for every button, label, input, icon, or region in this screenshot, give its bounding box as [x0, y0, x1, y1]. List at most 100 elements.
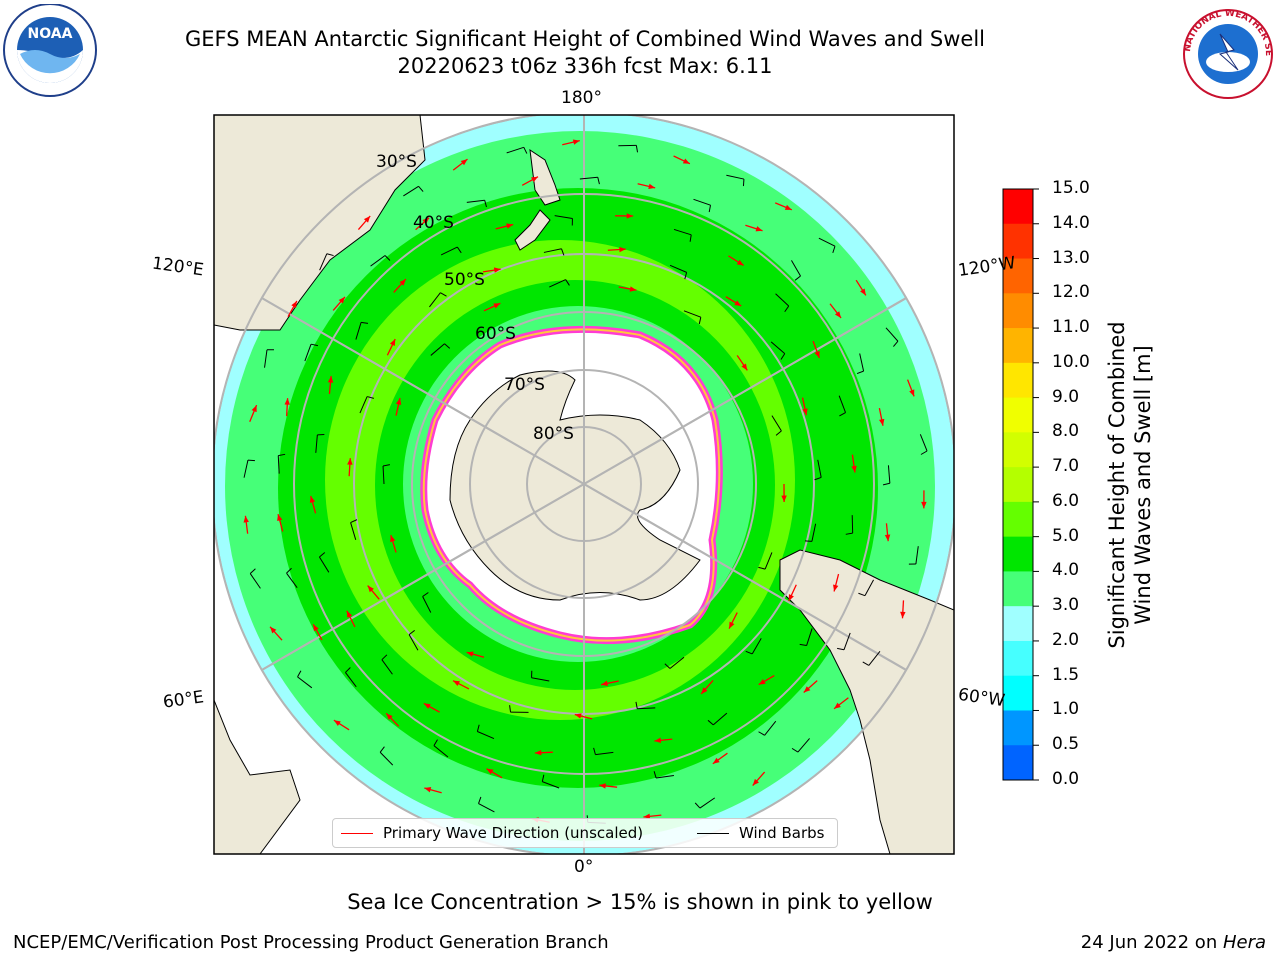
wind-barb-flag — [707, 719, 714, 726]
colorbar-tick-label: 1.0 — [1052, 699, 1080, 720]
wind-barb — [433, 745, 449, 758]
wave-arrow-head — [424, 787, 432, 793]
wave-arrow-head — [654, 737, 662, 744]
wind-barb — [381, 659, 393, 675]
wind-barb-flag — [345, 667, 351, 673]
wind-barb — [919, 434, 928, 452]
wind-barb-flag — [433, 739, 438, 746]
wave-arrow-head — [741, 363, 748, 371]
wind-barb — [345, 672, 357, 688]
lat-label-60s: 60°S — [475, 324, 516, 344]
wind-barb — [806, 628, 813, 646]
wind-barb-flag — [698, 317, 702, 325]
wind-barb — [542, 781, 560, 789]
legend-wave-swatch — [341, 833, 373, 834]
wind-barb-flag — [484, 200, 487, 208]
wind-barb — [286, 572, 298, 588]
wind-barb — [764, 720, 777, 736]
wind-barb-flag — [814, 476, 822, 481]
wave-arrow-head — [619, 246, 626, 253]
colorbar-tick-label: 3.0 — [1052, 595, 1080, 616]
wind-barb — [673, 228, 692, 236]
wave-arrow-head — [395, 398, 402, 405]
wave-arrow-head — [643, 813, 651, 820]
wave-arrow-head — [460, 159, 468, 166]
map-legend: Primary Wave Direction (unscaled) Wind B… — [332, 818, 838, 848]
wind-barb — [277, 455, 280, 474]
wave-arrow-head — [270, 626, 277, 634]
wind-barb — [531, 677, 550, 682]
colorbar-segment — [1003, 293, 1033, 329]
wave-arrow-head — [736, 259, 744, 266]
wind-barb-flag — [384, 255, 391, 261]
wave-arrow-head — [390, 535, 396, 543]
colorbar-segment — [1003, 397, 1033, 433]
wind-barb-flag — [635, 145, 639, 153]
wind-barb — [297, 676, 313, 689]
wave-arrow-head — [389, 339, 396, 347]
colorbar-segment — [1003, 571, 1033, 607]
wind-barb — [656, 774, 674, 779]
lat-label-70s: 70°S — [504, 375, 545, 395]
wind-barb-flag — [845, 532, 853, 535]
colorbar-tick-label: 0.5 — [1052, 734, 1080, 755]
wind-barb — [549, 279, 566, 288]
wind-barb — [818, 237, 836, 247]
wind-barb-flag — [366, 396, 375, 399]
wind-barb-flag — [920, 450, 928, 455]
colorbar-segment — [1003, 710, 1033, 746]
colorbar-label-line1: Significant Height of Combined — [1105, 321, 1129, 649]
wind-barb — [771, 415, 782, 432]
wind-barb-flag — [350, 519, 358, 524]
wave-arrow-head — [346, 610, 353, 618]
colorbar-tick-label: 0.0 — [1052, 769, 1080, 789]
wind-barb-flag — [689, 234, 692, 242]
legend-wave-label: Primary Wave Direction (unscaled) — [383, 824, 644, 842]
colorbar-segment — [1003, 258, 1033, 294]
wind-barb — [595, 751, 614, 756]
wave-arrow-head — [784, 204, 792, 210]
wave-arrow-head — [423, 703, 431, 709]
wave-arrow-head — [251, 405, 257, 413]
footer-credit: NCEP/EMC/Verification Post Processing Pr… — [13, 932, 609, 953]
wave-arrow-head — [493, 267, 501, 273]
colorbar-segment — [1003, 362, 1033, 399]
lat-label-80s: 80°S — [533, 424, 574, 444]
wave-arrow-head — [599, 783, 606, 789]
wind-barb-flag — [758, 566, 766, 570]
wave-arrow-head — [648, 183, 656, 190]
wind-barb-flag — [422, 592, 429, 597]
wave-arrow-head — [284, 398, 290, 405]
wind-barb-flag — [440, 292, 447, 297]
wave-arrow-head — [333, 720, 341, 726]
legend-wind-swatch — [697, 833, 729, 834]
wind-barb-flag — [456, 246, 462, 254]
wind-barb — [859, 353, 865, 372]
legend-wind-label: Wind Barbs — [739, 824, 825, 842]
wind-barb — [712, 712, 728, 726]
wind-barb-flag — [653, 771, 657, 779]
lat-label-30s: 30°S — [376, 152, 417, 172]
colorbar-tick-label: 15.0 — [1052, 178, 1090, 198]
wind-barb-flag — [775, 430, 782, 436]
wave-arrow-head — [729, 621, 735, 629]
wind-barb-flag — [856, 370, 864, 375]
wind-barb — [408, 634, 419, 651]
wind-barb-flag — [286, 567, 292, 574]
colorbar-tick-label: 10.0 — [1052, 351, 1090, 372]
wind-barb-flag — [784, 305, 790, 313]
legend-wind: Wind Barbs — [697, 824, 824, 842]
colorbar-tick-label: 7.0 — [1052, 456, 1080, 477]
colorbar-segment — [1003, 501, 1033, 538]
map-frame — [213, 114, 955, 855]
wave-arrow-head — [291, 300, 297, 308]
wave-arrow-head — [834, 702, 841, 709]
wind-barb — [440, 246, 458, 256]
wind-barb — [843, 632, 851, 650]
colorbar-tick-label: 9.0 — [1052, 386, 1080, 407]
wave-arrow-head — [399, 279, 406, 286]
wind-barb — [797, 738, 810, 753]
noaa-logo: NOAA — [3, 4, 97, 97]
wind-barb-flag — [249, 568, 256, 574]
wave-arrow-head — [788, 594, 794, 602]
